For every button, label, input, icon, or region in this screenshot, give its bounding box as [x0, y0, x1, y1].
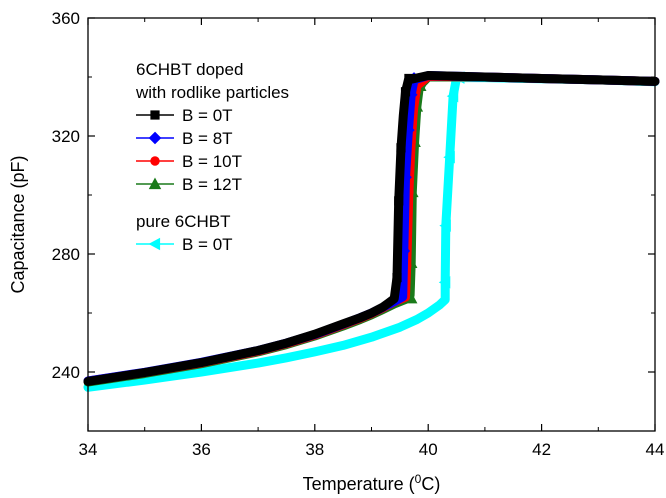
x-axis-title-main: Temperature ( [303, 474, 415, 494]
data-point [404, 73, 414, 84]
data-point [446, 89, 459, 103]
x-axis-title: Temperature (0C) [303, 472, 441, 494]
x-tick-label: 38 [305, 440, 324, 459]
x-axis-title-tail: C) [421, 474, 440, 494]
axis-ticks: 34 36 38 40 42 44 240 280 320 360 [52, 9, 665, 459]
legend-swatch-marker [150, 156, 160, 166]
x-tick-label: 34 [79, 440, 98, 459]
series-group [83, 71, 660, 386]
legend-label: B = 0T [182, 106, 233, 125]
legend-label: B = 12T [182, 175, 242, 194]
legend-title: pure 6CHBT [136, 212, 230, 231]
data-point [400, 87, 411, 97]
y-tick-label: 240 [52, 363, 80, 382]
legend-swatch-marker [148, 237, 161, 251]
x-tick-label: 42 [532, 440, 551, 459]
series-layer [83, 71, 660, 392]
legend-swatch-marker [148, 177, 162, 190]
data-point [438, 276, 451, 289]
y-tick-label: 360 [52, 9, 80, 28]
series-line [87, 74, 656, 382]
series-band [83, 73, 660, 392]
legend-swatch-marker [150, 110, 160, 120]
legend-title: with rodlike particles [135, 83, 289, 102]
data-point [396, 143, 406, 153]
y-tick-label: 320 [52, 127, 80, 146]
legend-label: B = 8T [182, 129, 233, 148]
x-tick-label: 40 [419, 440, 438, 459]
x-tick-label: 36 [192, 440, 211, 459]
legend-swatch-marker [148, 131, 162, 145]
x-tick-label: 44 [646, 440, 665, 459]
legend-title: 6CHBT doped [136, 60, 243, 79]
x-axis-title-superscript: 0 [415, 472, 422, 486]
data-point [392, 273, 402, 283]
legend-label: B = 10T [182, 152, 242, 171]
data-point [443, 151, 455, 164]
y-tick-label: 280 [52, 245, 80, 264]
data-point [394, 196, 404, 206]
legend: 6CHBT doped with rodlike particles B = 0T B… [135, 60, 289, 254]
data-point [439, 219, 451, 232]
y-axis-title: Capacitance (pF) [8, 155, 28, 293]
legend-label: B = 0T [182, 235, 233, 254]
